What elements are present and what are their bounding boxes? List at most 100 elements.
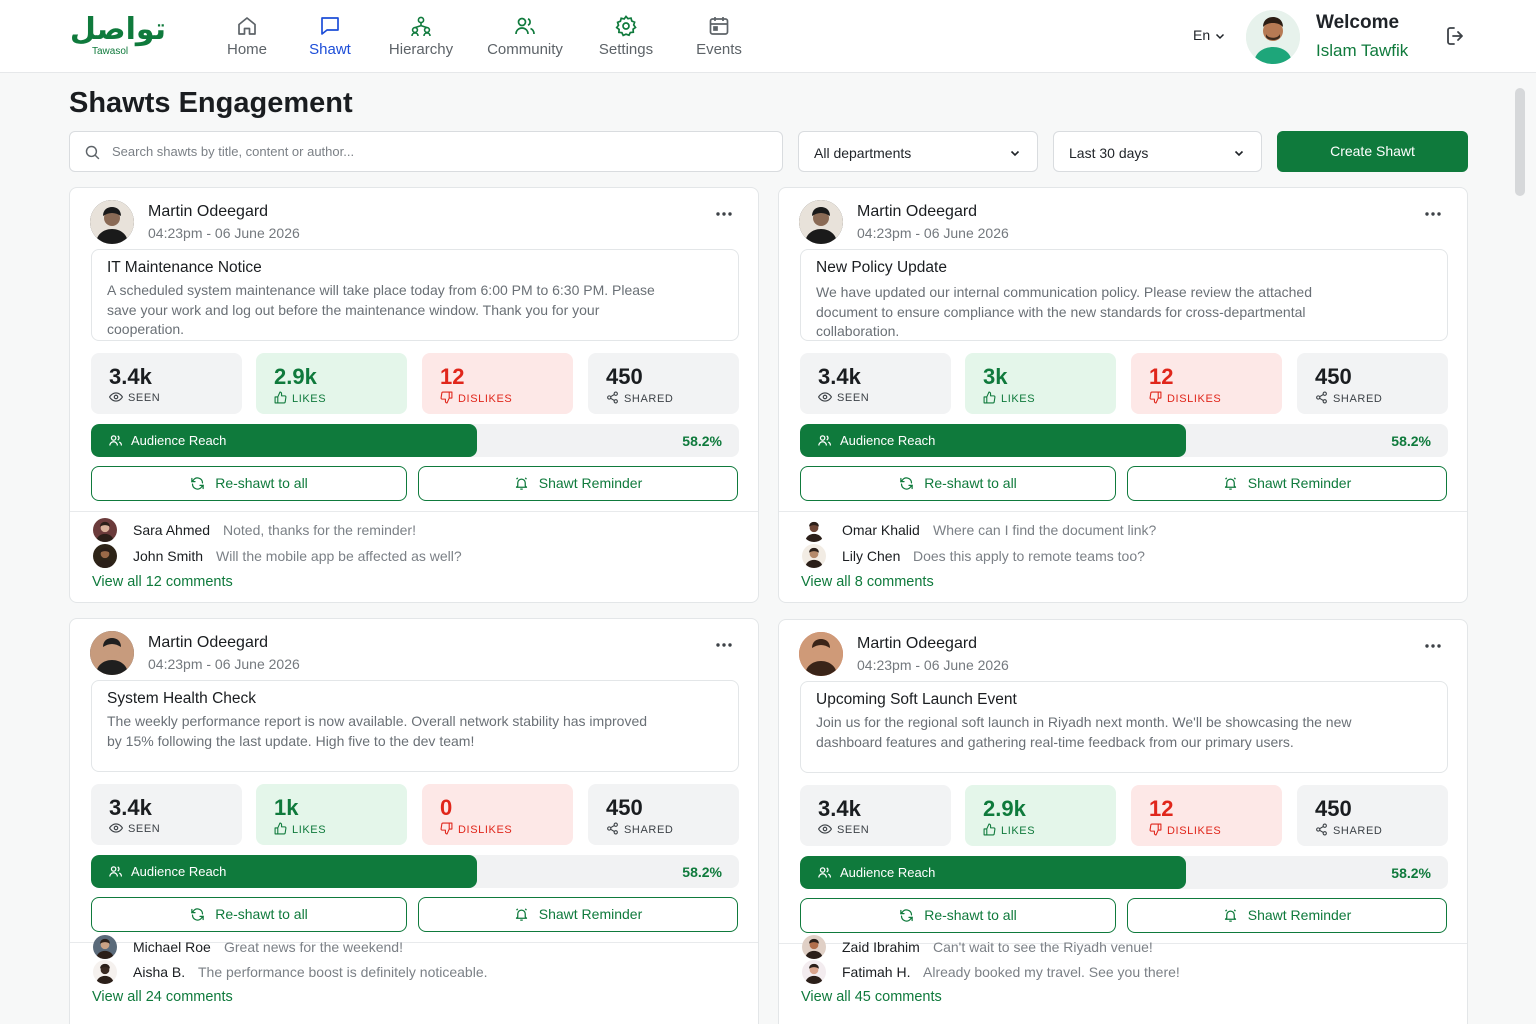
users-icon (818, 867, 832, 878)
dislikes-count: 12 (1149, 796, 1174, 821)
commenter-name[interactable]: John Smith (133, 548, 204, 564)
commenter-name[interactable]: Aisha B. (133, 964, 186, 980)
view-all-comments-link[interactable]: View all 45 comments (801, 989, 942, 1005)
avatar-image (90, 631, 134, 675)
comment-text: Already booked my travel. See you there! (923, 964, 1180, 980)
nav-shawt[interactable]: Shawt (306, 14, 354, 64)
more-options-icon[interactable] (715, 642, 733, 648)
shawt-reminder-button[interactable]: Shawt Reminder (1127, 466, 1447, 501)
nav-hierarchy[interactable]: Hierarchy (386, 14, 456, 64)
nav-home[interactable]: Home (222, 14, 272, 64)
reshawt-button[interactable]: Re-shawt to all (91, 897, 407, 932)
reshawt-button[interactable]: Re-shawt to all (91, 466, 407, 501)
refresh-icon (191, 477, 204, 490)
logout-icon[interactable] (1444, 24, 1468, 48)
author-avatar[interactable] (90, 200, 134, 244)
likes-stat[interactable]: 1k LIKES (256, 784, 407, 845)
commenter-name[interactable]: Michael Roe (133, 939, 211, 955)
commenter-avatar[interactable] (802, 935, 826, 959)
dislikes-count: 0 (440, 795, 453, 820)
author-avatar[interactable] (90, 631, 134, 675)
nav-events-label: Events (696, 41, 742, 58)
commenter-avatar[interactable] (802, 544, 826, 568)
nav-community[interactable]: Community (484, 14, 566, 64)
author-avatar[interactable] (799, 200, 843, 244)
view-all-comments-link[interactable]: View all 8 comments (801, 574, 934, 590)
commenter-name[interactable]: Omar Khalid (842, 522, 920, 538)
seen-count: 3.4k (818, 796, 861, 821)
comment-text: Does this apply to remote teams too? (913, 548, 1145, 564)
tawasol-logo[interactable]: تواصل Tawasol (70, 12, 166, 58)
dislikes-stat[interactable]: 12 DISLIKES (1131, 353, 1282, 414)
likes-stat[interactable]: 2.9k LIKES (256, 353, 407, 414)
likes-stat[interactable]: 3k LIKES (965, 353, 1116, 414)
author-avatar[interactable] (799, 632, 843, 676)
author-name[interactable]: Martin Odeegard (148, 203, 269, 220)
shawt-card: Martin Odeegard 04:23pm - 06 June 2026 U… (778, 619, 1468, 1024)
audience-reach-percent: 58.2% (1391, 865, 1431, 881)
view-all-comments-link[interactable]: View all 12 comments (92, 574, 233, 590)
commenter-avatar[interactable] (93, 935, 117, 959)
share-icon (1316, 391, 1327, 404)
shawt-reminder-button[interactable]: Shawt Reminder (418, 897, 738, 932)
shawt-reminder-button[interactable]: Shawt Reminder (418, 466, 738, 501)
date-range-select[interactable]: Last 30 days (1053, 131, 1262, 172)
shawt-content[interactable]: System Health Check The weekly performan… (91, 680, 739, 772)
shawt-content[interactable]: IT Maintenance Notice A scheduled system… (91, 249, 739, 341)
likes-stat[interactable]: 2.9k LIKES (965, 785, 1116, 846)
eye-icon (817, 392, 833, 402)
language-selector[interactable]: En (1193, 27, 1226, 43)
thumbs-up-icon (274, 391, 287, 404)
date-range-select-value: Last 30 days (1069, 145, 1149, 161)
author-name[interactable]: Martin Odeegard (857, 203, 978, 220)
bell-icon (1224, 477, 1236, 490)
more-options-icon[interactable] (1424, 643, 1442, 649)
seen-count: 3.4k (109, 795, 152, 820)
shawt-content[interactable]: Upcoming Soft Launch Event Join us for t… (800, 681, 1448, 773)
avatar-image (93, 960, 117, 984)
audience-reach-label: Audience Reach (817, 433, 935, 448)
chat-icon (321, 17, 339, 35)
more-options-icon[interactable] (1424, 211, 1442, 217)
avatar-image (802, 544, 826, 568)
nav-events[interactable]: Events (693, 14, 745, 64)
shawt-reminder-button[interactable]: Shawt Reminder (1127, 898, 1447, 933)
department-select[interactable]: All departments (798, 131, 1038, 172)
shawt-title: System Health Check (107, 690, 257, 707)
seen-count: 3.4k (818, 364, 861, 389)
refresh-icon (900, 909, 913, 922)
chevron-down-icon (1010, 150, 1020, 157)
shawt-content[interactable]: New Policy Update We have updated our in… (800, 249, 1448, 341)
reshawt-button[interactable]: Re-shawt to all (800, 898, 1116, 933)
commenter-avatar[interactable] (93, 518, 117, 542)
commenter-avatar[interactable] (802, 518, 826, 542)
commenter-name[interactable]: Lily Chen (842, 548, 901, 564)
commenter-name[interactable]: Fatimah H. (842, 964, 911, 980)
audience-reach-bar: Audience Reach 58.2% (800, 856, 1448, 889)
view-all-comments-link[interactable]: View all 24 comments (92, 989, 233, 1005)
commenter-avatar[interactable] (93, 544, 117, 568)
commenter-avatar[interactable] (93, 960, 117, 984)
shawt-title: IT Maintenance Notice (107, 259, 262, 276)
seen-stat: 3.4k SEEN (800, 353, 951, 414)
commenter-name[interactable]: Zaid Ibrahim (842, 939, 920, 955)
author-name[interactable]: Martin Odeegard (857, 635, 978, 652)
dislikes-stat[interactable]: 0 DISLIKES (422, 784, 573, 845)
eye-icon (817, 824, 833, 834)
page-scrollbar[interactable] (1515, 88, 1525, 196)
commenter-avatar[interactable] (802, 960, 826, 984)
author-name[interactable]: Martin Odeegard (148, 634, 269, 651)
seen-label: SEEN (108, 822, 160, 835)
nav-settings[interactable]: Settings (596, 14, 656, 64)
chevron-down-icon (1234, 150, 1244, 157)
reshawt-button[interactable]: Re-shawt to all (800, 466, 1116, 501)
search-input[interactable] (112, 132, 772, 171)
commenter-name[interactable]: Sara Ahmed (133, 522, 211, 538)
dislikes-stat[interactable]: 12 DISLIKES (422, 353, 573, 414)
user-avatar[interactable] (1246, 10, 1300, 64)
dislikes-stat[interactable]: 12 DISLIKES (1131, 785, 1282, 846)
shared-label: SHARED (606, 391, 673, 405)
create-shawt-button[interactable]: Create Shawt (1277, 131, 1468, 172)
more-options-icon[interactable] (715, 211, 733, 217)
shared-count: 450 (1315, 796, 1352, 821)
